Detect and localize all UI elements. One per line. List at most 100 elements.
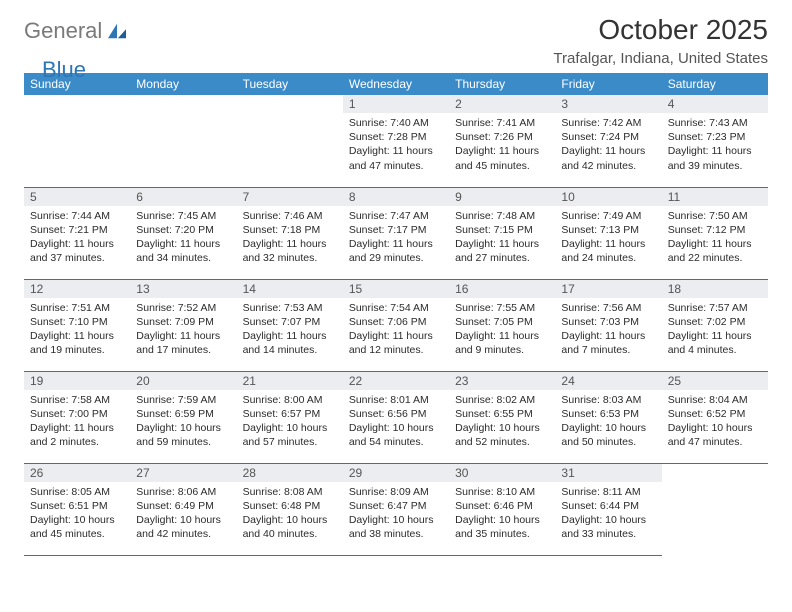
calendar-week-row: 1Sunrise: 7:40 AMSunset: 7:28 PMDaylight… [24,95,768,187]
calendar-empty-cell [130,95,236,187]
calendar-day-cell: 28Sunrise: 8:08 AMSunset: 6:48 PMDayligh… [237,463,343,555]
weekday-header: Monday [130,73,236,95]
weekday-header: Friday [555,73,661,95]
calendar-empty-cell [237,95,343,187]
day-number: 23 [449,372,555,390]
calendar-week-row: 12Sunrise: 7:51 AMSunset: 7:10 PMDayligh… [24,279,768,371]
brand-text-a: General [24,20,102,42]
calendar-day-cell: 7Sunrise: 7:46 AMSunset: 7:18 PMDaylight… [237,187,343,279]
calendar-page: General October 2025 Trafalgar, Indiana,… [0,0,792,580]
calendar-day-cell: 27Sunrise: 8:06 AMSunset: 6:49 PMDayligh… [130,463,236,555]
day-details: Sunrise: 7:48 AMSunset: 7:15 PMDaylight:… [449,206,555,271]
calendar-day-cell: 2Sunrise: 7:41 AMSunset: 7:26 PMDaylight… [449,95,555,187]
day-number: 18 [662,280,768,298]
calendar-day-cell: 12Sunrise: 7:51 AMSunset: 7:10 PMDayligh… [24,279,130,371]
calendar-table: Sunday Monday Tuesday Wednesday Thursday… [24,73,768,556]
day-number: 29 [343,464,449,482]
calendar-empty-cell [662,463,768,555]
calendar-day-cell: 15Sunrise: 7:54 AMSunset: 7:06 PMDayligh… [343,279,449,371]
day-details: Sunrise: 7:41 AMSunset: 7:26 PMDaylight:… [449,113,555,178]
day-number: 19 [24,372,130,390]
day-details: Sunrise: 7:50 AMSunset: 7:12 PMDaylight:… [662,206,768,271]
day-details: Sunrise: 7:58 AMSunset: 7:00 PMDaylight:… [24,390,130,455]
calendar-day-cell: 10Sunrise: 7:49 AMSunset: 7:13 PMDayligh… [555,187,661,279]
day-details: Sunrise: 7:46 AMSunset: 7:18 PMDaylight:… [237,206,343,271]
calendar-day-cell: 25Sunrise: 8:04 AMSunset: 6:52 PMDayligh… [662,371,768,463]
day-number: 3 [555,95,661,113]
calendar-day-cell: 20Sunrise: 7:59 AMSunset: 6:59 PMDayligh… [130,371,236,463]
page-header: General October 2025 Trafalgar, Indiana,… [24,14,768,67]
day-details: Sunrise: 7:47 AMSunset: 7:17 PMDaylight:… [343,206,449,271]
day-number: 17 [555,280,661,298]
day-number: 9 [449,188,555,206]
calendar-day-cell: 19Sunrise: 7:58 AMSunset: 7:00 PMDayligh… [24,371,130,463]
day-details: Sunrise: 8:10 AMSunset: 6:46 PMDaylight:… [449,482,555,547]
calendar-day-cell: 29Sunrise: 8:09 AMSunset: 6:47 PMDayligh… [343,463,449,555]
day-details: Sunrise: 7:40 AMSunset: 7:28 PMDaylight:… [343,113,449,178]
day-details: Sunrise: 8:08 AMSunset: 6:48 PMDaylight:… [237,482,343,547]
calendar-day-cell: 11Sunrise: 7:50 AMSunset: 7:12 PMDayligh… [662,187,768,279]
day-details: Sunrise: 7:53 AMSunset: 7:07 PMDaylight:… [237,298,343,363]
day-number: 8 [343,188,449,206]
day-number: 1 [343,95,449,113]
day-details: Sunrise: 8:03 AMSunset: 6:53 PMDaylight:… [555,390,661,455]
day-details: Sunrise: 7:51 AMSunset: 7:10 PMDaylight:… [24,298,130,363]
calendar-day-cell: 16Sunrise: 7:55 AMSunset: 7:05 PMDayligh… [449,279,555,371]
day-number: 4 [662,95,768,113]
day-details: Sunrise: 8:06 AMSunset: 6:49 PMDaylight:… [130,482,236,547]
calendar-week-row: 19Sunrise: 7:58 AMSunset: 7:00 PMDayligh… [24,371,768,463]
day-number: 10 [555,188,661,206]
day-number: 2 [449,95,555,113]
calendar-day-cell: 8Sunrise: 7:47 AMSunset: 7:17 PMDaylight… [343,187,449,279]
brand-logo: General [24,14,130,42]
calendar-day-cell: 9Sunrise: 7:48 AMSunset: 7:15 PMDaylight… [449,187,555,279]
day-number: 24 [555,372,661,390]
day-details: Sunrise: 7:56 AMSunset: 7:03 PMDaylight:… [555,298,661,363]
day-number: 21 [237,372,343,390]
location-text: Trafalgar, Indiana, United States [553,50,768,67]
day-details: Sunrise: 7:52 AMSunset: 7:09 PMDaylight:… [130,298,236,363]
day-number: 30 [449,464,555,482]
calendar-day-cell: 17Sunrise: 7:56 AMSunset: 7:03 PMDayligh… [555,279,661,371]
day-details: Sunrise: 7:59 AMSunset: 6:59 PMDaylight:… [130,390,236,455]
day-details: Sunrise: 7:42 AMSunset: 7:24 PMDaylight:… [555,113,661,178]
calendar-week-row: 26Sunrise: 8:05 AMSunset: 6:51 PMDayligh… [24,463,768,555]
calendar-day-cell: 23Sunrise: 8:02 AMSunset: 6:55 PMDayligh… [449,371,555,463]
calendar-day-cell: 4Sunrise: 7:43 AMSunset: 7:23 PMDaylight… [662,95,768,187]
title-block: October 2025 Trafalgar, Indiana, United … [553,14,768,67]
day-details: Sunrise: 7:45 AMSunset: 7:20 PMDaylight:… [130,206,236,271]
day-number: 12 [24,280,130,298]
weekday-header: Thursday [449,73,555,95]
day-details: Sunrise: 7:49 AMSunset: 7:13 PMDaylight:… [555,206,661,271]
day-number: 20 [130,372,236,390]
day-number: 26 [24,464,130,482]
weekday-header: Saturday [662,73,768,95]
day-details: Sunrise: 7:54 AMSunset: 7:06 PMDaylight:… [343,298,449,363]
day-number: 5 [24,188,130,206]
calendar-day-cell: 14Sunrise: 7:53 AMSunset: 7:07 PMDayligh… [237,279,343,371]
day-details: Sunrise: 8:04 AMSunset: 6:52 PMDaylight:… [662,390,768,455]
brand-text-b: Blue [42,59,86,81]
day-details: Sunrise: 8:01 AMSunset: 6:56 PMDaylight:… [343,390,449,455]
calendar-day-cell: 26Sunrise: 8:05 AMSunset: 6:51 PMDayligh… [24,463,130,555]
calendar-week-row: 5Sunrise: 7:44 AMSunset: 7:21 PMDaylight… [24,187,768,279]
calendar-day-cell: 1Sunrise: 7:40 AMSunset: 7:28 PMDaylight… [343,95,449,187]
calendar-day-cell: 3Sunrise: 7:42 AMSunset: 7:24 PMDaylight… [555,95,661,187]
day-details: Sunrise: 7:44 AMSunset: 7:21 PMDaylight:… [24,206,130,271]
brand-sail-icon [106,22,128,40]
day-number: 14 [237,280,343,298]
day-number: 7 [237,188,343,206]
weekday-header: Wednesday [343,73,449,95]
day-number: 27 [130,464,236,482]
day-number: 15 [343,280,449,298]
calendar-day-cell: 5Sunrise: 7:44 AMSunset: 7:21 PMDaylight… [24,187,130,279]
day-details: Sunrise: 8:11 AMSunset: 6:44 PMDaylight:… [555,482,661,547]
weekday-header-row: Sunday Monday Tuesday Wednesday Thursday… [24,73,768,95]
calendar-day-cell: 24Sunrise: 8:03 AMSunset: 6:53 PMDayligh… [555,371,661,463]
calendar-day-cell: 13Sunrise: 7:52 AMSunset: 7:09 PMDayligh… [130,279,236,371]
day-number: 16 [449,280,555,298]
calendar-day-cell: 6Sunrise: 7:45 AMSunset: 7:20 PMDaylight… [130,187,236,279]
calendar-day-cell: 18Sunrise: 7:57 AMSunset: 7:02 PMDayligh… [662,279,768,371]
day-details: Sunrise: 8:09 AMSunset: 6:47 PMDaylight:… [343,482,449,547]
calendar-empty-cell [24,95,130,187]
